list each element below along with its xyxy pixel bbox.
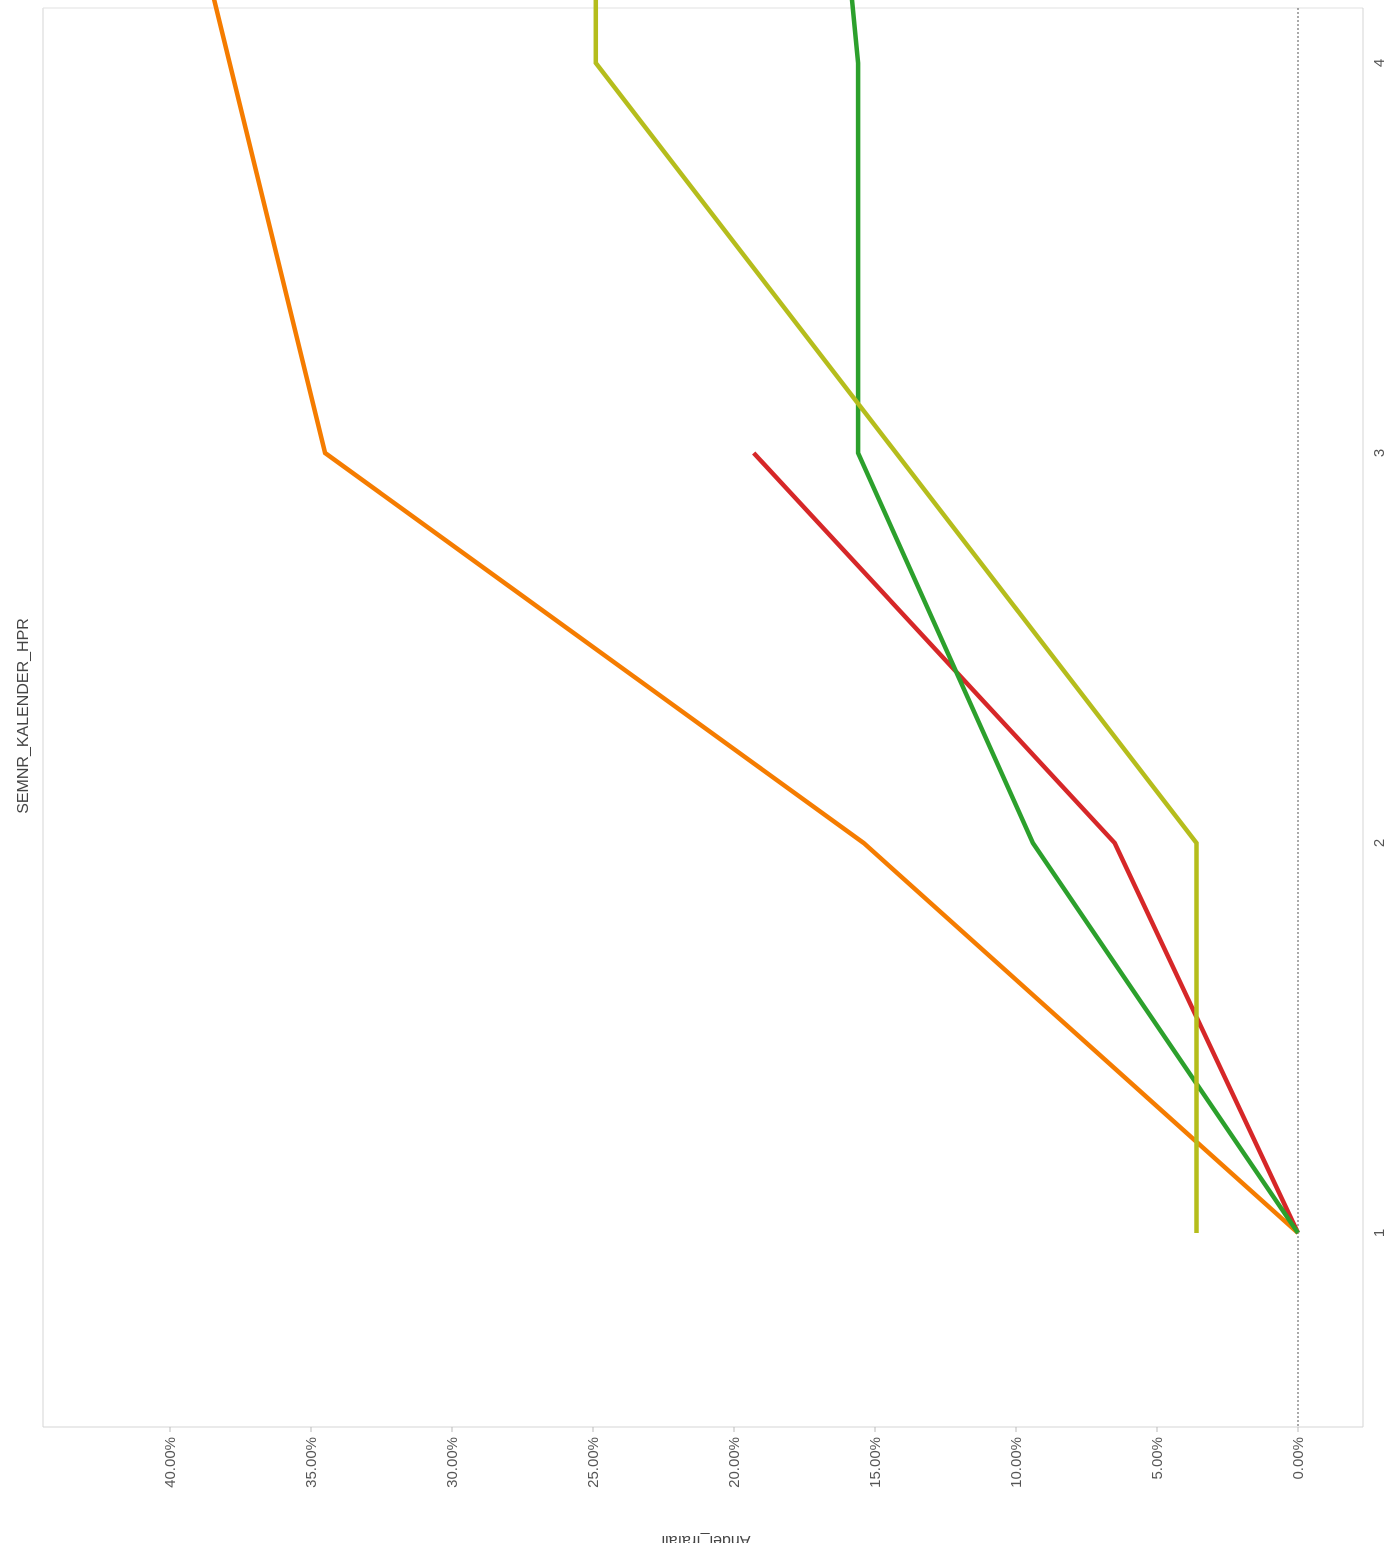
y-tick-label: 35.00% <box>303 1437 320 1488</box>
x-tick-label: 1 <box>1371 1229 1388 1237</box>
x-axis-title: SEMNR_KALENDER_HPR <box>15 618 32 814</box>
x-tick-label: 2 <box>1371 839 1388 847</box>
y-tick-label: 0.00% <box>1290 1437 1307 1480</box>
x-axis-tick-labels: 1 2 3 4 <box>1371 59 1388 1237</box>
y-axis-title: Andel_frafall <box>662 1532 751 1543</box>
y-tick-label: 30.00% <box>444 1437 461 1488</box>
y-axis-tick-labels: 0.00% 5.00% 10.00% 15.00% 20.00% 25.00% 30.00%… <box>162 1427 1307 1488</box>
series-line-2 <box>752 451 1301 1234</box>
series-line-1 <box>211 0 1300 1235</box>
y-tick-label: 20.00% <box>726 1437 743 1488</box>
plot-frame <box>42 7 1364 1428</box>
x-tick-label: 4 <box>1371 59 1388 67</box>
y-tick-label: 40.00% <box>162 1437 179 1488</box>
x-tick-label: 3 <box>1371 449 1388 457</box>
series-lines <box>211 0 1301 1235</box>
series-line-4 <box>593 0 1199 1233</box>
y-tick-label: 10.00% <box>1008 1437 1025 1488</box>
y-tick-label: 5.00% <box>1149 1437 1166 1480</box>
y-tick-label: 25.00% <box>585 1437 602 1488</box>
y-tick-label: 15.00% <box>867 1437 884 1488</box>
series-line-3 <box>849 0 1300 1235</box>
